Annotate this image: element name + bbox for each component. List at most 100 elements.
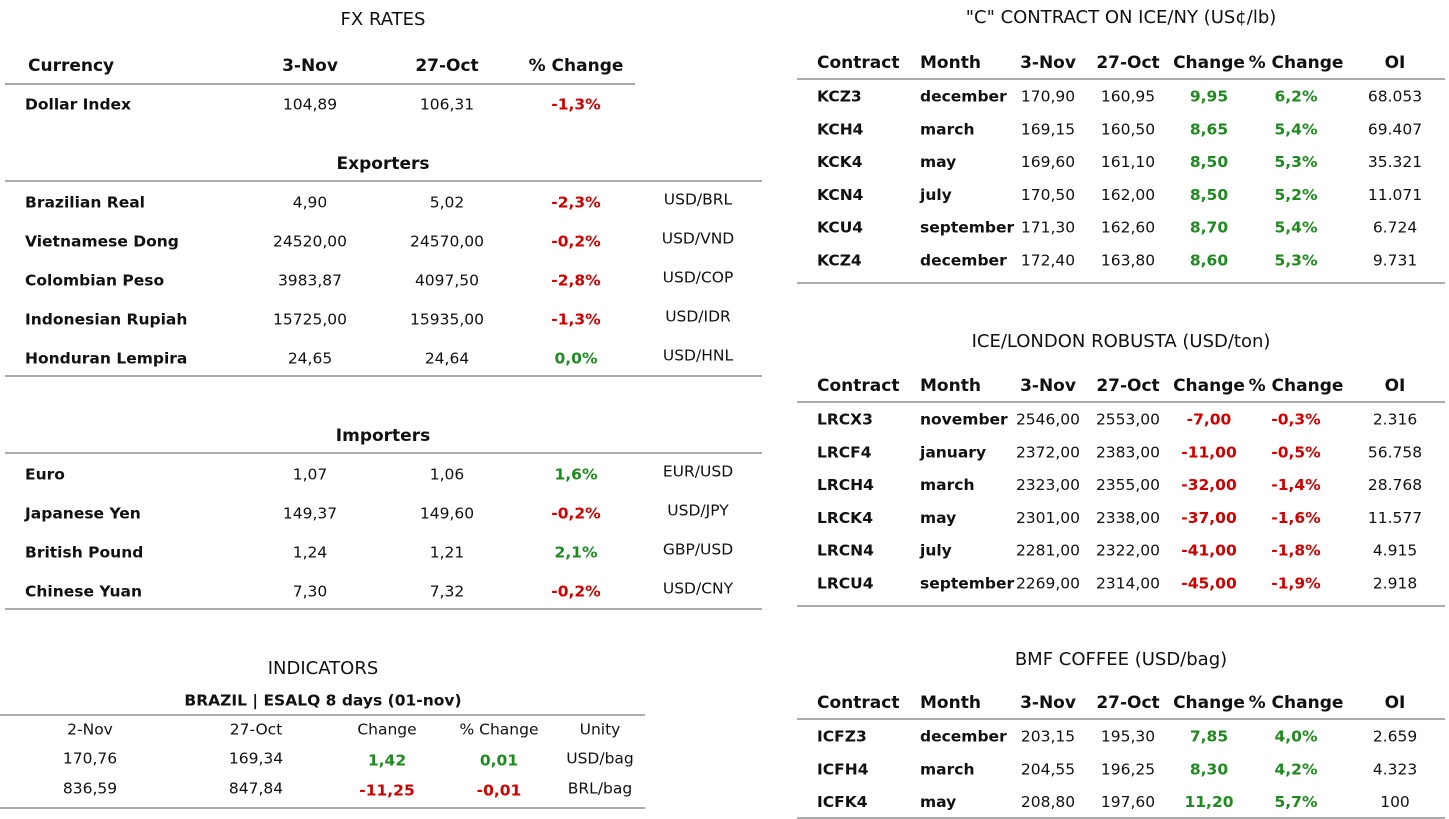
change-cell: -0,01 bbox=[477, 782, 522, 800]
column-header: Month bbox=[920, 376, 981, 396]
group-title: Exporters bbox=[337, 154, 430, 174]
cell: 203,15 bbox=[1021, 728, 1075, 746]
change-cell: 5,4% bbox=[1275, 120, 1318, 138]
change-cell: -0,3% bbox=[1271, 411, 1321, 429]
cell: BRL/bag bbox=[568, 780, 632, 798]
month: september bbox=[920, 219, 1015, 237]
pair: USD/JPY bbox=[667, 502, 729, 520]
cell: 106,31 bbox=[420, 96, 474, 114]
pair: USD/CNY bbox=[663, 580, 734, 598]
cell: 24,65 bbox=[288, 350, 332, 368]
month: september bbox=[920, 575, 1015, 593]
cell: 195,30 bbox=[1101, 728, 1155, 746]
cell: 2323,00 bbox=[1016, 476, 1080, 494]
cell: 28.768 bbox=[1368, 476, 1422, 494]
change-cell: 5,2% bbox=[1275, 186, 1318, 204]
cell: 2322,00 bbox=[1096, 542, 1160, 560]
currency-name: Euro bbox=[25, 466, 65, 484]
change-cell: 7,85 bbox=[1190, 728, 1228, 746]
month: march bbox=[920, 760, 974, 778]
contract: KCK4 bbox=[817, 153, 863, 171]
cell: 196,25 bbox=[1101, 760, 1155, 778]
column-header: 2-Nov bbox=[67, 721, 113, 739]
column-header: Change bbox=[1173, 693, 1245, 713]
contract: ICFH4 bbox=[817, 760, 869, 778]
change-cell: -2,8% bbox=[551, 272, 601, 290]
change-cell: 11,20 bbox=[1184, 793, 1233, 811]
contract: KCH4 bbox=[817, 120, 864, 138]
change-cell: -1,4% bbox=[1271, 476, 1321, 494]
month: november bbox=[920, 411, 1008, 429]
column-header: 3-Nov bbox=[1020, 376, 1076, 396]
month: may bbox=[920, 509, 956, 527]
cell: USD/bag bbox=[566, 750, 634, 768]
column-header: 3-Nov bbox=[282, 56, 338, 76]
change-cell: 5,3% bbox=[1275, 153, 1318, 171]
column-header: Contract bbox=[817, 693, 899, 713]
cell: 4.915 bbox=[1373, 542, 1417, 560]
cell: 15725,00 bbox=[273, 311, 347, 329]
change-cell: 5,4% bbox=[1275, 219, 1318, 237]
month: december bbox=[920, 88, 1007, 106]
contract: LRCN4 bbox=[817, 542, 874, 560]
month: may bbox=[920, 153, 956, 171]
cell: 1,21 bbox=[430, 544, 465, 562]
cell: 149,37 bbox=[283, 505, 337, 523]
cell: 2553,00 bbox=[1096, 411, 1160, 429]
column-header: OI bbox=[1385, 693, 1406, 713]
cell: 172,40 bbox=[1021, 252, 1075, 270]
section-title: ICE/LONDON ROBUSTA (USD/ton) bbox=[972, 331, 1271, 352]
cell: 208,80 bbox=[1021, 793, 1075, 811]
cell: 2269,00 bbox=[1016, 575, 1080, 593]
change-cell: -7,00 bbox=[1187, 411, 1232, 429]
cell: 69.407 bbox=[1368, 120, 1422, 138]
cell: 149,60 bbox=[420, 505, 474, 523]
cell: 2383,00 bbox=[1096, 443, 1160, 461]
month: july bbox=[919, 186, 952, 204]
change-cell: -37,00 bbox=[1181, 509, 1237, 527]
column-header: Month bbox=[920, 53, 981, 73]
cell: 1,24 bbox=[293, 544, 328, 562]
column-header: 27-Oct bbox=[1096, 693, 1159, 713]
month: december bbox=[920, 252, 1007, 270]
subtitle: BRAZIL | ESALQ 8 days (01-nov) bbox=[184, 692, 461, 711]
column-header: 27-Oct bbox=[1096, 53, 1159, 73]
change-cell: 8,50 bbox=[1190, 153, 1228, 171]
change-cell: 5,3% bbox=[1275, 252, 1318, 270]
month: july bbox=[919, 542, 952, 560]
column-header: 27-Oct bbox=[230, 721, 283, 739]
cell: 2546,00 bbox=[1016, 411, 1080, 429]
column-header: Change bbox=[1173, 53, 1245, 73]
contract: KCN4 bbox=[817, 186, 864, 204]
column-header: % Change bbox=[529, 56, 624, 76]
column-header: 27-Oct bbox=[415, 56, 478, 76]
column-header: 3-Nov bbox=[1020, 53, 1076, 73]
contract: LRCH4 bbox=[817, 476, 874, 494]
column-header: % Change bbox=[1249, 376, 1344, 396]
change-cell: 8,30 bbox=[1190, 760, 1228, 778]
pair: USD/BRL bbox=[664, 191, 733, 209]
change-cell: -0,2% bbox=[551, 233, 601, 251]
change-cell: 9,95 bbox=[1190, 88, 1228, 106]
column-header: % Change bbox=[460, 721, 539, 739]
month: march bbox=[920, 476, 974, 494]
change-cell: -11,25 bbox=[359, 782, 414, 800]
cell: 170,76 bbox=[63, 750, 117, 768]
cell: 2.659 bbox=[1373, 728, 1417, 746]
pair: USD/COP bbox=[663, 269, 734, 287]
contract: KCZ4 bbox=[817, 252, 862, 270]
change-cell: 6,2% bbox=[1275, 88, 1318, 106]
month: january bbox=[919, 443, 986, 461]
change-cell: -1,3% bbox=[551, 311, 601, 329]
cell: 24,64 bbox=[425, 350, 469, 368]
month: may bbox=[920, 793, 956, 811]
cell: 5,02 bbox=[430, 194, 465, 212]
cell: 197,60 bbox=[1101, 793, 1155, 811]
contract: LRCU4 bbox=[817, 575, 874, 593]
cell: 847,84 bbox=[229, 780, 283, 798]
cell: 162,00 bbox=[1101, 186, 1155, 204]
contract: ICFZ3 bbox=[817, 728, 867, 746]
currency-name: Honduran Lempira bbox=[25, 350, 187, 368]
cell: 170,50 bbox=[1021, 186, 1075, 204]
cell: 3983,87 bbox=[278, 272, 342, 290]
